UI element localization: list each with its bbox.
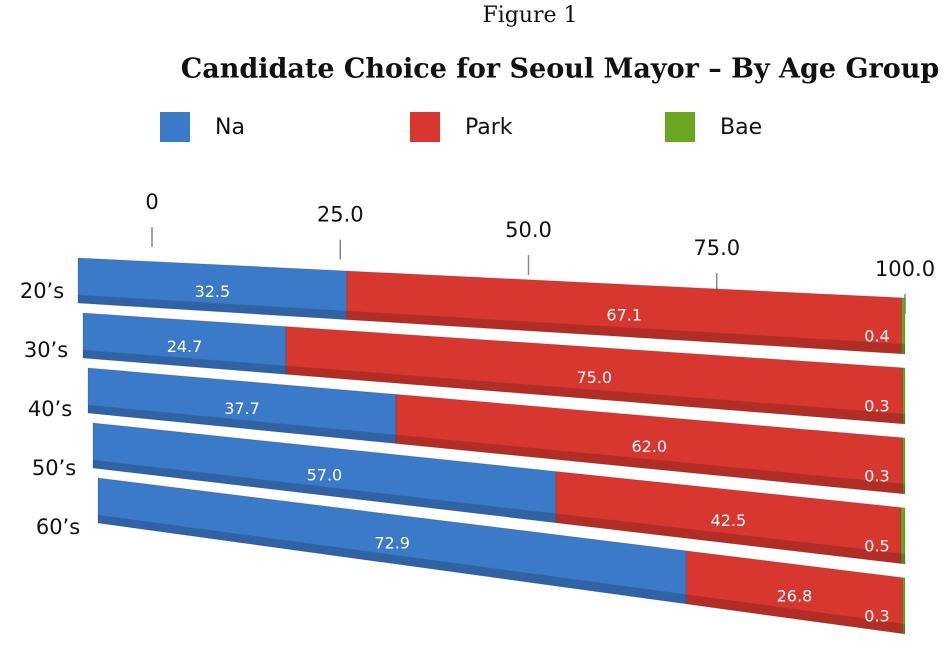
x-tick-label: 100.0 <box>875 257 935 281</box>
value-label: 75.0 <box>576 368 612 387</box>
bar-segment <box>900 507 906 565</box>
bar-shade <box>902 623 905 634</box>
bar-shade <box>83 349 287 375</box>
y-tick-label: 60’s <box>36 515 80 539</box>
value-label: 32.5 <box>195 282 231 301</box>
bar-shade <box>286 365 903 424</box>
bar-shade <box>902 413 905 424</box>
y-tick-label: 20’s <box>20 279 64 303</box>
figure-label: Figure 1 <box>482 3 577 28</box>
legend-label: Park <box>465 115 513 140</box>
legend-label: Na <box>215 115 245 140</box>
bar-shade <box>78 294 347 320</box>
value-label: 72.9 <box>374 533 410 552</box>
bar-segment <box>902 437 906 495</box>
bar-shade <box>901 343 905 354</box>
bar-shade <box>88 404 397 444</box>
bar-shade <box>396 434 903 494</box>
legend-swatch <box>410 112 440 142</box>
bar-shade <box>93 459 556 523</box>
legend-swatch <box>665 112 695 142</box>
bar-shade <box>346 310 902 354</box>
x-tick-label: 0 <box>145 190 158 214</box>
value-label: 0.4 <box>864 327 889 346</box>
bar-segment <box>901 297 906 355</box>
bar-shade <box>900 553 905 564</box>
value-label: 57.0 <box>307 466 343 485</box>
y-tick-label: 30’s <box>24 338 68 362</box>
value-label: 24.7 <box>167 337 203 356</box>
bar-segment <box>902 577 906 635</box>
value-label: 67.1 <box>606 305 642 324</box>
value-label: 37.7 <box>224 399 260 418</box>
value-label: 0.3 <box>864 607 889 626</box>
x-tick-label: 25.0 <box>317 203 364 227</box>
bar-shade <box>902 483 905 494</box>
bar-shade <box>98 514 687 604</box>
bar-shade <box>555 513 901 564</box>
legend-swatch <box>160 112 190 142</box>
value-label: 26.8 <box>777 586 813 605</box>
bar-segment <box>902 367 906 425</box>
value-label: 0.3 <box>864 397 889 416</box>
value-label: 0.3 <box>864 467 889 486</box>
chart-title: Candidate Choice for Seoul Mayor – By Ag… <box>181 54 940 85</box>
y-tick-label: 50’s <box>32 456 76 480</box>
value-label: 0.5 <box>864 537 889 556</box>
value-label: 62.0 <box>631 437 667 456</box>
bar-shade <box>686 594 903 634</box>
x-tick-label: 75.0 <box>693 236 740 260</box>
y-tick-label: 40’s <box>28 397 72 421</box>
x-tick-label: 50.0 <box>505 218 552 242</box>
value-label: 42.5 <box>711 511 747 530</box>
legend-label: Bae <box>720 115 762 140</box>
